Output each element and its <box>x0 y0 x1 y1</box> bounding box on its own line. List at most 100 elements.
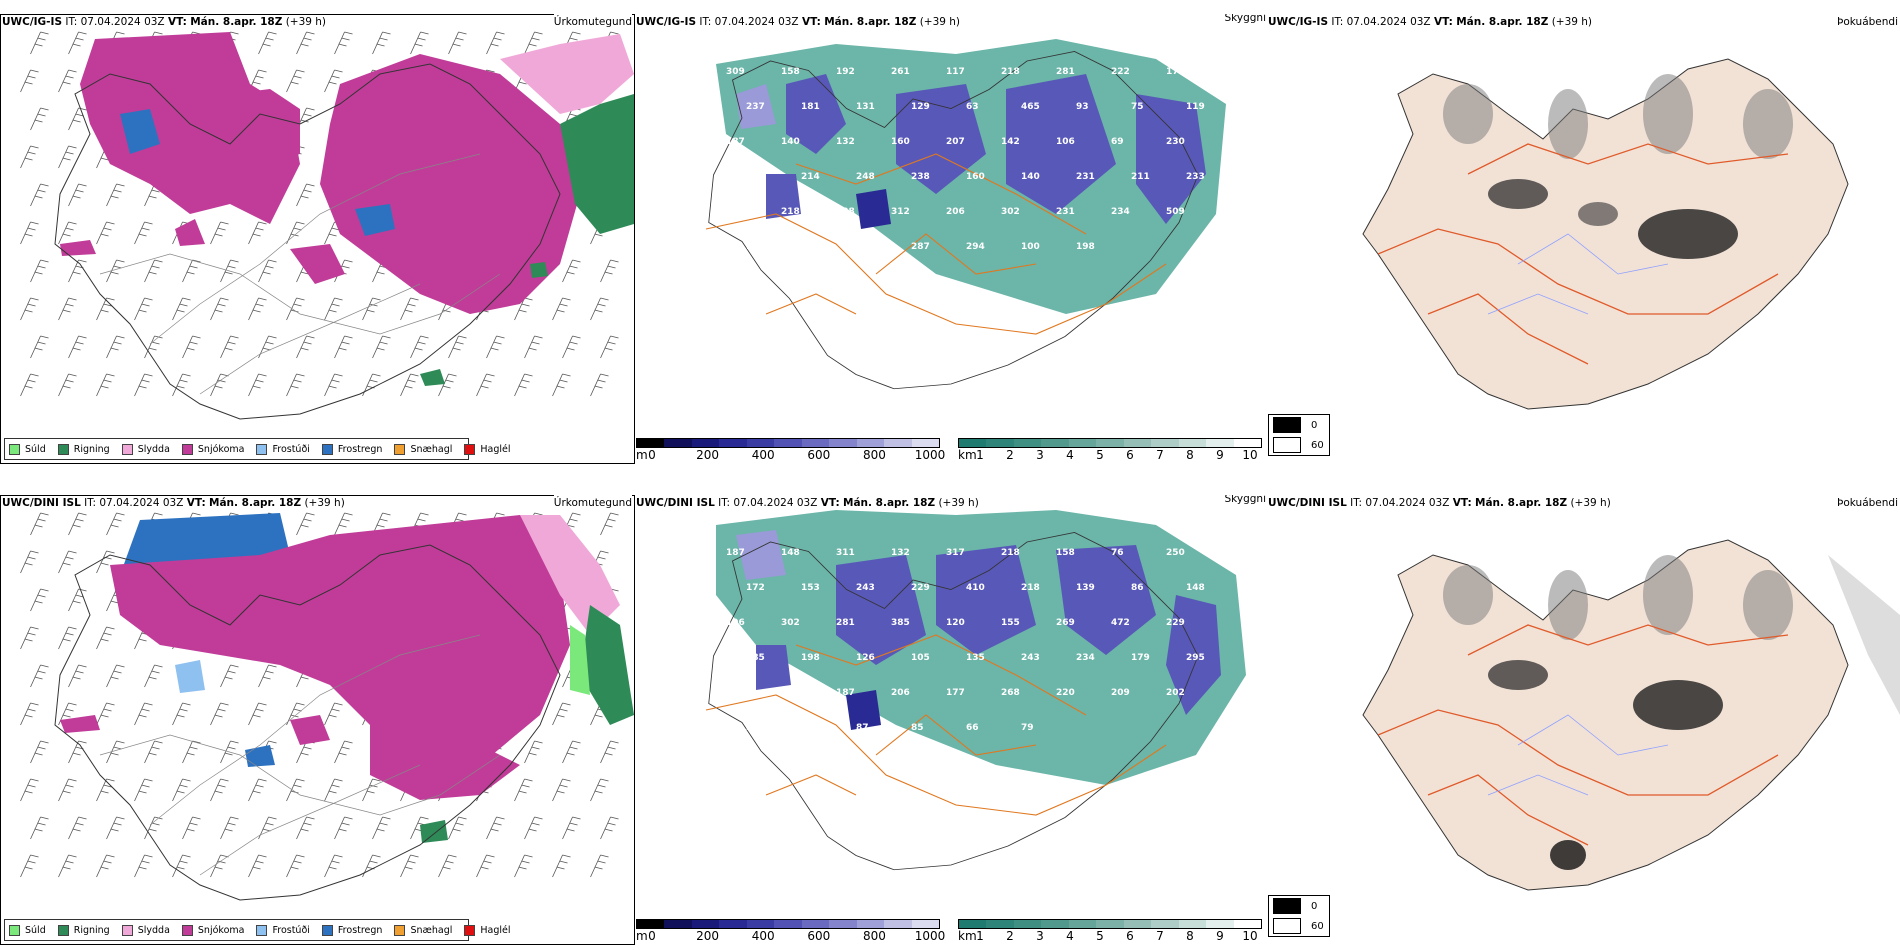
wind-barb <box>68 816 87 840</box>
altitude-label: 140 <box>1021 172 1040 182</box>
wind-barb <box>258 664 277 688</box>
colorbar-cell <box>1041 920 1069 928</box>
wind-barb <box>30 740 49 764</box>
colorbar-cell <box>664 920 692 928</box>
legend-label: Frostúði <box>272 924 310 936</box>
legend-label: Súld <box>25 443 46 455</box>
wind-barb <box>486 31 505 55</box>
altitude-label: 218 <box>1001 67 1020 77</box>
altitude-label: 155 <box>1001 618 1020 628</box>
visibility-panel-row2: UWC/DINI ISL IT: 07.04.2024 03Z VT: Mán.… <box>636 495 1268 945</box>
legend-swatch <box>464 443 476 455</box>
colorbar-cell <box>1123 920 1152 928</box>
altitude-label: 287 <box>911 242 930 252</box>
colorbar-cell <box>801 439 830 447</box>
colorbar-tick: 8 <box>1186 929 1194 943</box>
wind-barb <box>334 512 353 536</box>
wind-barb <box>258 816 277 840</box>
wind-barb <box>58 373 77 397</box>
wind-barb <box>20 69 39 93</box>
altitude-label: 214 <box>801 172 820 182</box>
wind-barb <box>58 69 77 93</box>
wind-barb <box>372 816 391 840</box>
valid-time: Mán. 8.apr. 18Z <box>190 16 283 28</box>
wind-barb <box>258 335 277 359</box>
wind-barb <box>476 854 495 878</box>
altitude-label: 309 <box>726 67 745 77</box>
wind-barb <box>286 221 305 245</box>
wind-barb <box>182 259 201 283</box>
wind-barb <box>524 335 543 359</box>
wind-barb <box>68 588 87 612</box>
wind-barb <box>172 373 191 397</box>
legend-item: Súld <box>9 443 46 455</box>
wind-barb <box>30 183 49 207</box>
legend-item: Snjókoma <box>181 443 244 455</box>
colorbar-tick: 6 <box>1126 448 1134 462</box>
wind-barb <box>296 335 315 359</box>
legend-swatch <box>321 924 333 936</box>
wind-barb <box>144 664 163 688</box>
altitude-label: 220 <box>1056 688 1075 698</box>
precip-type-panel-row2: UWC/DINI ISL IT: 07.04.2024 03Z VT: Mán.… <box>0 495 636 945</box>
wind-barb <box>552 854 571 878</box>
fog-panel-row2: UWC/DINI ISL IT: 07.04.2024 03Z VT: Mán.… <box>1268 495 1900 945</box>
colorbar-tick: 9 <box>1216 448 1224 462</box>
colorbar-cell <box>884 920 912 928</box>
wind-barb <box>134 854 153 878</box>
wind-barb <box>590 297 609 321</box>
wind-barb <box>172 297 191 321</box>
wind-barb <box>210 373 229 397</box>
colorbar-tick: 10 <box>1242 929 1258 943</box>
colorbar-tick: 7 <box>1156 448 1164 462</box>
fog-legend: 0 60 <box>1268 414 1330 456</box>
wind-barb <box>514 778 533 802</box>
fog-legend-label: 0 <box>1311 419 1318 431</box>
wind-barb <box>20 373 39 397</box>
legend-swatch <box>181 924 193 936</box>
altitude-label: 85 <box>911 723 924 733</box>
wind-barb <box>448 335 467 359</box>
wind-barb <box>96 221 115 245</box>
altitude-label: 142 <box>1001 137 1020 147</box>
altitude-label: 63 <box>966 102 979 112</box>
visibility-panel-row1: UWC/IG-IS IT: 07.04.2024 03Z VT: Mán. 8.… <box>636 14 1268 464</box>
colorbar-cell <box>856 920 885 928</box>
altitude-label: 251 <box>801 242 820 252</box>
wind-barb <box>30 664 49 688</box>
altitude-label: 93 <box>1076 102 1089 112</box>
wind-barb <box>68 335 87 359</box>
colorbar-tick: 0 <box>648 448 656 462</box>
colorbar-cell <box>637 439 665 447</box>
altitude-label: 261 <box>891 67 910 77</box>
wind-barb <box>20 145 39 169</box>
wind-barb <box>438 373 457 397</box>
colorbar-tick: 0 <box>648 929 656 943</box>
altitude-label: 148 <box>1186 583 1205 593</box>
fog-legend-row: 0 <box>1269 896 1329 916</box>
legend-label: Haglél <box>480 443 511 455</box>
wind-barb <box>448 816 467 840</box>
legend-item: Frostregn <box>321 924 382 936</box>
wind-barb <box>410 512 429 536</box>
altitude-label: 218 <box>1001 548 1020 558</box>
legend-label: Snjókoma <box>197 924 245 936</box>
altitude-label: 131 <box>856 102 875 112</box>
wind-barb <box>334 816 353 840</box>
colorbar-tick: 400 <box>751 448 775 462</box>
wind-barb <box>20 626 39 650</box>
altitude-label: 472 <box>1111 618 1130 628</box>
legend-label: Snæhagl <box>410 443 453 455</box>
wind-barb <box>58 221 77 245</box>
altitude-label: 294 <box>966 242 985 252</box>
colorbar-cell <box>856 439 885 447</box>
altitude-label: 229 <box>911 583 930 593</box>
altitude-label: 100 <box>1021 242 1040 252</box>
altitude-label: 106 <box>1056 137 1075 147</box>
wind-barb <box>552 373 571 397</box>
altitude-label: 129 <box>856 242 875 252</box>
wind-barb <box>248 854 267 878</box>
altitude-label: 243 <box>1021 653 1040 663</box>
wind-barb <box>248 297 267 321</box>
altitude-label: 234 <box>1076 653 1095 663</box>
